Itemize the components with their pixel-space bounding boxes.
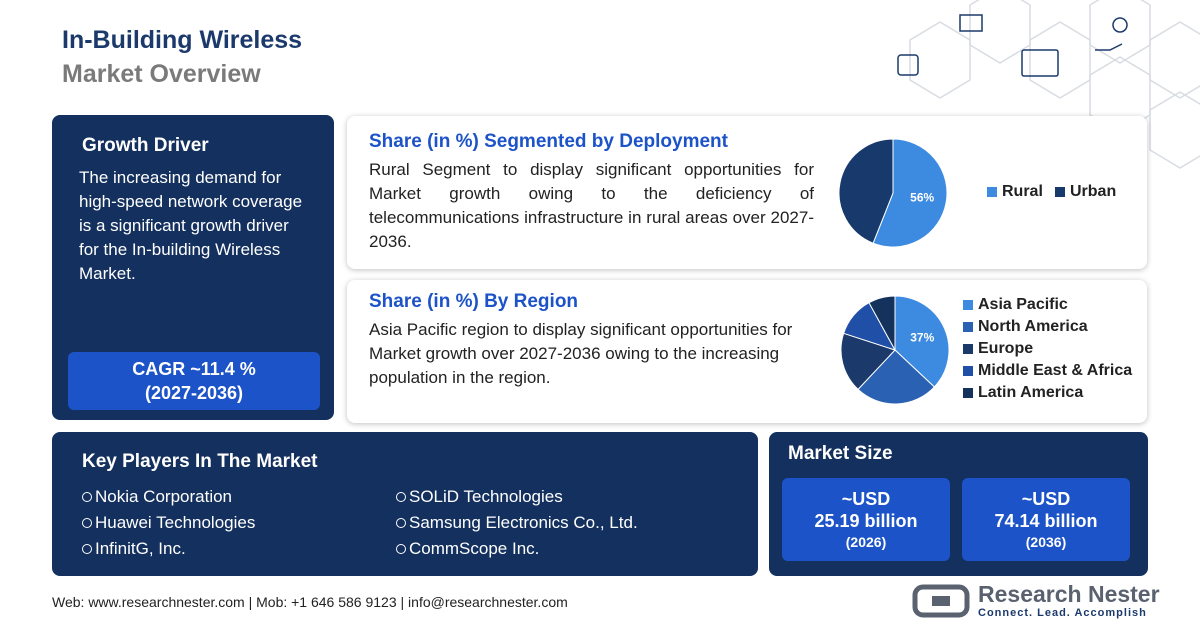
cagr-label: CAGR ~11.4 % — [132, 359, 256, 379]
market-currency: ~USD — [1021, 489, 1071, 509]
deployment-text: Rural Segment to display significant opp… — [369, 160, 814, 251]
player: Huawei Technologies — [82, 510, 396, 536]
region-card: Share (in %) By Region Asia Pacific regi… — [347, 280, 1147, 423]
players-list: Nokia Corporation Huawei Technologies Infi… — [82, 484, 742, 562]
cagr-box: CAGR ~11.4 % (2027-2036) — [68, 352, 320, 410]
subtitle: Market Overview — [62, 60, 261, 88]
market-value: 74.14 billion — [994, 511, 1098, 531]
growth-text: The increasing demand for high-speed net… — [79, 168, 303, 283]
region-text: Asia Pacific region to display significa… — [369, 320, 793, 387]
footer-contact: Web: www.researchnester.com | Mob: +1 64… — [52, 594, 568, 610]
title: In-Building Wireless — [62, 26, 303, 54]
market-box: ~USD 25.19 billion (2026) — [782, 478, 950, 561]
growth-panel: Growth Driver The increasing demand for … — [52, 115, 334, 420]
cagr-period: (2027-2036) — [144, 383, 244, 403]
hex-decoration — [897, 0, 1200, 169]
deployment-card: Share (in %) Segmented by Deployment Rur… — [347, 116, 1147, 269]
market-year: (2036) — [1025, 534, 1067, 550]
player: InfinitG, Inc. — [82, 536, 396, 562]
players-title: Key Players In The Market — [82, 451, 318, 472]
logo-name: Research Nester — [978, 581, 1160, 607]
players-panel: Key Players In The Market Nokia Corporat… — [52, 432, 758, 576]
player: Samsung Electronics Co., Ltd. — [396, 510, 716, 536]
market-title: Market Size — [788, 443, 893, 464]
market-panel: Market Size ~USD 25.19 billion (2026) ~USD 7… — [769, 432, 1148, 576]
market-currency: ~USD — [841, 489, 891, 509]
player: Nokia Corporation — [82, 484, 396, 510]
logo-tagline: Connect. Lead. Accomplish — [978, 607, 1147, 619]
player: CommScope Inc. — [396, 536, 716, 562]
growth-title: Growth Driver — [82, 135, 209, 156]
logo-icon — [912, 584, 970, 618]
market-value: 25.19 billion — [814, 511, 918, 531]
player: SOLiD Technologies — [396, 484, 716, 510]
region-title: Share (in %) By Region — [369, 291, 579, 312]
market-year: (2026) — [845, 534, 887, 550]
market-box: ~USD 74.14 billion (2036) — [962, 478, 1130, 561]
deployment-title: Share (in %) Segmented by Deployment — [369, 131, 728, 152]
